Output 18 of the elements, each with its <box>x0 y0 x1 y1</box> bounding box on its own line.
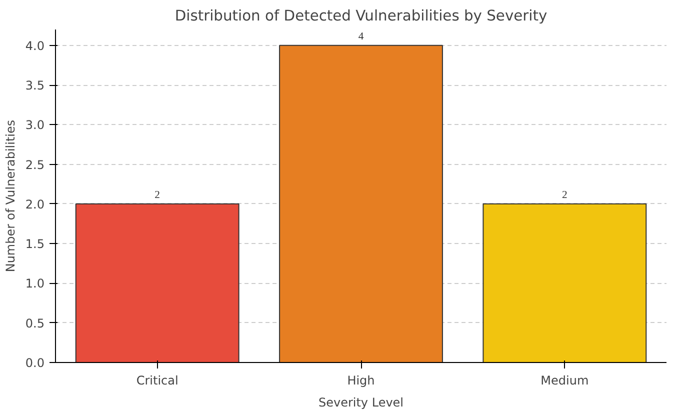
chart-title: Distribution of Detected Vulnerabilities by Severity <box>174 8 548 24</box>
x-tick-label: High <box>347 374 375 388</box>
x-tick-label: Medium <box>540 374 589 388</box>
y-tick-label: 2.5 <box>25 158 45 172</box>
y-axis-title: Number of Vulnerabilities <box>3 120 18 272</box>
y-tick-label: 4.0 <box>25 38 45 53</box>
y-tick-label: 1.0 <box>25 276 45 291</box>
y-tick-label: 3.5 <box>25 78 45 92</box>
x-tick-label: Critical <box>136 374 178 388</box>
data-label: 4 <box>358 31 364 42</box>
y-tick-label: 3.0 <box>25 118 45 132</box>
x-axis-title: Severity Level <box>318 396 404 410</box>
y-tick-label: 1.5 <box>25 237 45 252</box>
data-label: 2 <box>562 190 568 201</box>
y-tick-label: 0.0 <box>25 356 45 370</box>
y-tick-label: 0.5 <box>25 316 45 330</box>
data-label: 2 <box>154 190 160 201</box>
y-tick-label: 2.0 <box>25 197 45 212</box>
